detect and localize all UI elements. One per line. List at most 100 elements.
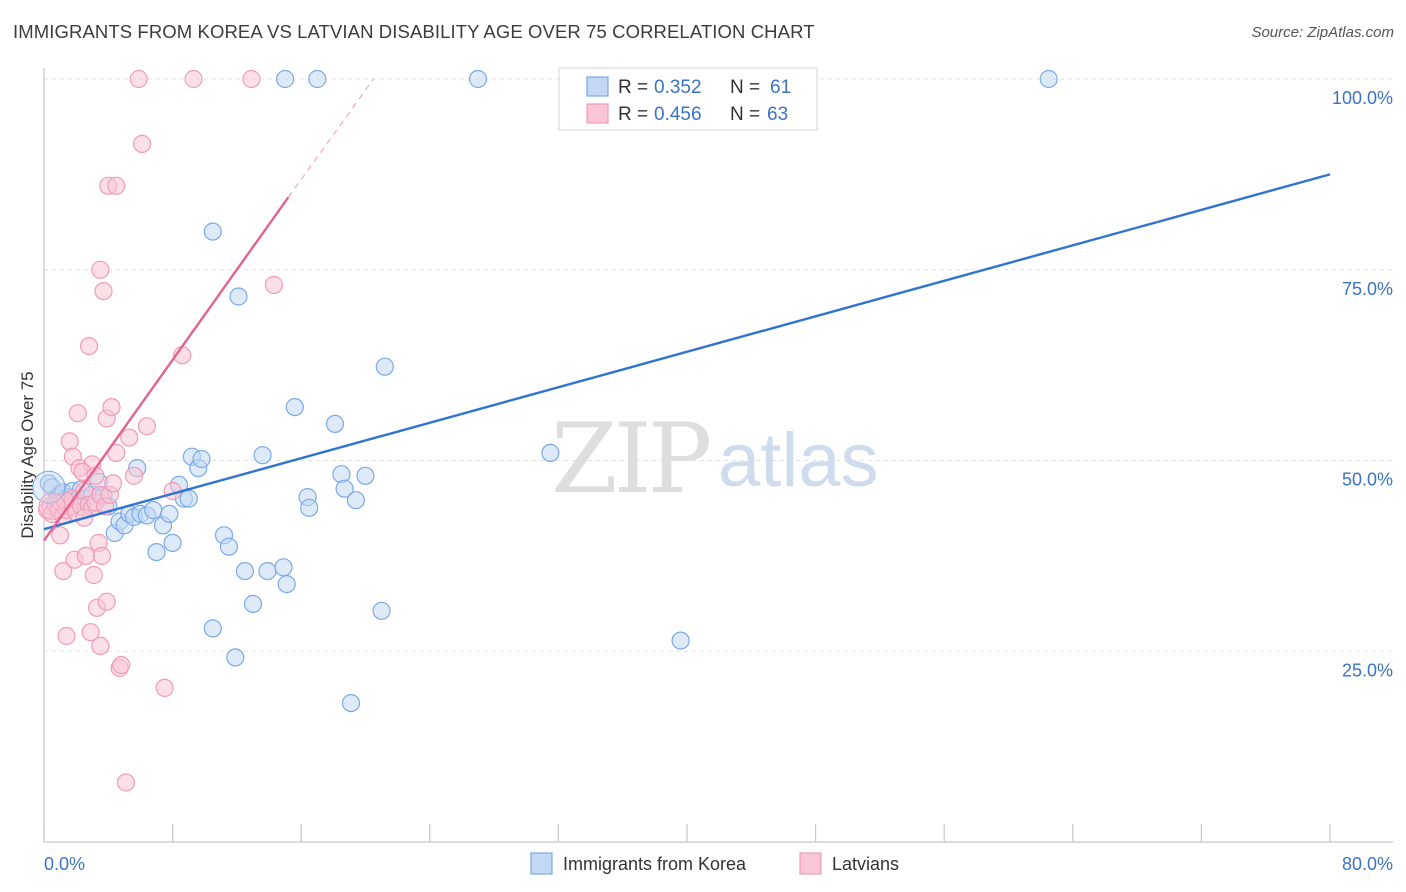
data-point [147,542,166,562]
legend-n-label-korea: N = [730,77,760,98]
series-legend: Immigrants from Korea Latvians [530,852,899,875]
data-point [112,655,131,675]
bottom-legend-label-korea: Immigrants from Korea [563,854,747,874]
bottom-legend-label-latvians: Latvians [832,854,899,874]
data-point [219,537,238,556]
data-point [277,574,296,594]
stats-legend: R = 0.352 N = 61 R = 0.456 N = 63 [558,67,818,131]
x-tick-label-min: 0.0% [44,854,85,874]
data-point [242,69,261,89]
legend-r-label-korea: R = [618,77,648,98]
series-latvians-points [38,69,283,792]
data-point-cluster [38,492,66,520]
data-points [32,69,1058,792]
data-point [116,773,136,792]
data-point [285,398,304,417]
data-point [274,558,293,577]
data-point [184,69,203,89]
watermark-atlas: atlas [718,418,879,503]
data-point [155,678,174,698]
data-point [226,648,245,667]
data-point [179,489,198,508]
legend-r-value-latvians: 0.456 [654,104,702,125]
x-tick-label-max: 80.0% [1342,854,1393,874]
data-point [137,417,156,436]
series-korea-points [39,69,1058,713]
data-point [79,337,99,356]
data-point [91,260,110,279]
legend-r-value-korea: 0.352 [654,77,702,98]
data-point [57,626,76,646]
data-point [97,592,116,611]
trend-lines [43,78,1331,542]
data-point [124,466,144,485]
data-point [81,623,100,642]
y-tick-label-100: 100.0% [1332,88,1393,108]
data-point [94,282,113,301]
data-point [91,636,110,656]
data-point [372,601,391,620]
data-point [335,479,354,498]
data-point [54,561,73,581]
data-point [243,594,263,614]
y-tick-label-25: 25.0% [1342,660,1393,680]
legend-r-label-latvians: R = [618,104,648,125]
chart-title: IMMIGRANTS FROM KOREA VS LATVIAN DISABIL… [13,21,815,42]
data-point [133,134,152,153]
trend-line-korea [43,173,1331,531]
data-point [229,287,248,306]
data-point [258,561,277,581]
data-point [264,275,283,295]
legend-n-label-latvians: N = [730,104,760,125]
data-point [60,432,79,451]
data-point [92,546,112,566]
data-point [120,428,139,447]
bottom-legend-swatch-korea [530,852,553,875]
data-point [341,693,361,713]
y-axis-title: Disability Age Over 75 [18,371,37,538]
data-point [144,501,163,520]
trend-line-latvians [43,196,290,542]
y-tick-labels: 25.0% 50.0% 75.0% 100.0% [1332,88,1393,680]
x-tick-labels: 0.0% 80.0% [44,854,1393,874]
data-point [102,398,121,417]
data-point [325,414,345,433]
data-point [160,504,179,524]
data-point [76,546,95,566]
data-point [308,69,327,89]
data-point [356,466,375,485]
bottom-legend-swatch-latvians [799,852,822,875]
data-point [346,491,365,510]
data-point [1039,69,1058,89]
y-tick-label-50: 50.0% [1342,470,1393,490]
axes [43,68,1393,843]
chart-source: Source: ZipAtlas.com [1251,24,1394,41]
watermark: ZIP atlas [551,403,879,515]
data-point [84,565,103,585]
legend-n-value-latvians: 63 [767,104,788,125]
legend-n-value-korea: 61 [770,77,791,98]
trend-line-latvians-extension [287,78,375,198]
data-point [50,526,70,545]
data-point [235,561,254,581]
data-point [671,631,690,650]
data-point [129,69,148,89]
data-point [253,446,272,465]
data-point [163,533,182,553]
data-point [107,176,126,195]
data-point [68,404,87,423]
data-point [541,443,560,462]
y-tick-label-75: 75.0% [1342,279,1393,299]
data-point [103,474,123,493]
data-point [300,498,319,517]
data-point [203,619,222,638]
data-point [203,222,222,241]
watermark-zip: ZIP [551,403,710,515]
data-point [276,69,295,89]
data-point [192,449,211,469]
legend-swatch-latvians [586,103,609,124]
data-point [468,69,488,89]
data-point-cluster [32,470,66,504]
legend-swatch-korea [586,76,609,97]
